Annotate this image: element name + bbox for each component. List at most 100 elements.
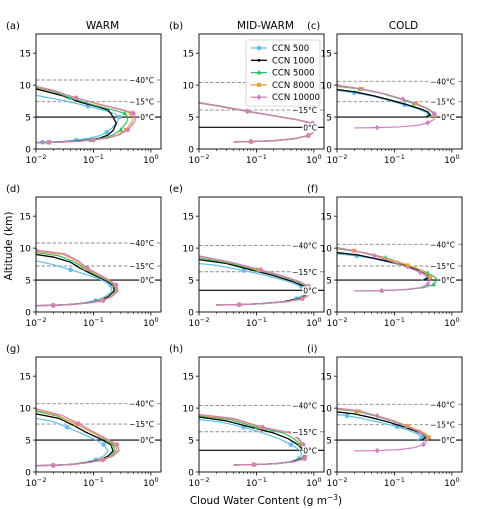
legend: CCN 500 CCN 1000 CCN 5000 CCN 8000 CCN 10000: [245, 39, 321, 107]
isotherm-label-bg: [291, 106, 318, 116]
data-point: [118, 127, 124, 132]
axes-frame: [198, 196, 325, 313]
isotherm-label: 0°C: [441, 436, 455, 445]
isotherm-label-bg: [139, 113, 155, 123]
axes-frame: [198, 356, 325, 473]
legend-entry-ccn-500: CCN 500: [251, 44, 309, 54]
data-point: [431, 281, 436, 287]
x-tick-label: 10−1: [83, 316, 104, 329]
y-tick-label: 15: [321, 372, 332, 382]
series-ccn-10000: [337, 82, 437, 131]
y-tick-label: 10: [321, 404, 333, 414]
y-tick-label: 10: [183, 244, 195, 254]
y-tick-label: 5: [188, 113, 194, 123]
x-axis-label-exponent: −3: [327, 493, 338, 502]
isotherm-label: −40°C: [129, 239, 154, 248]
isotherm-label-bg: [440, 276, 456, 286]
column-title: COLD: [389, 20, 419, 32]
series-line: [199, 419, 303, 466]
legend-entry-ccn-1000: CCN 1000: [251, 56, 315, 66]
data-point: [258, 266, 264, 273]
y-tick-label: 10: [20, 81, 32, 91]
x-tick-label: 10−1: [384, 476, 405, 489]
y-tick-label: 5: [25, 436, 31, 446]
legend-entry-ccn-5000: CCN 5000: [251, 69, 315, 79]
isotherm-label: 0°C: [303, 446, 317, 455]
data-point: [50, 302, 56, 309]
isotherm-label-bg: [302, 286, 318, 296]
isotherm-label: 0°C: [441, 276, 455, 285]
data-point: [417, 269, 423, 276]
y-tick-label: 5: [188, 436, 194, 446]
data-point: [74, 422, 79, 427]
x-tick-label: 100: [143, 476, 159, 489]
data-point: [114, 441, 120, 448]
data-point: [91, 137, 96, 143]
series-line: [337, 88, 432, 118]
data-point: [245, 108, 250, 115]
x-tick-label: 100: [444, 316, 460, 329]
legend-box: [245, 39, 321, 107]
x-tick-label: 10−2: [188, 476, 209, 489]
data-point: [104, 130, 109, 135]
series-ccn-10000: [36, 408, 120, 469]
x-tick-label: 100: [444, 153, 460, 166]
data-point: [374, 447, 380, 454]
isotherm-label: −15°C: [292, 106, 317, 115]
data-point: [241, 268, 246, 273]
isotherm-label-bg: [429, 77, 456, 87]
axes-frame: [336, 33, 463, 150]
x-tick-label: 10−1: [83, 476, 104, 489]
x-tick-label: 100: [143, 153, 159, 166]
y-tick-label: 5: [25, 276, 31, 286]
data-point: [68, 95, 73, 100]
y-tick-label: 15: [183, 49, 194, 59]
data-point: [50, 462, 56, 469]
data-point: [236, 301, 242, 308]
panel-a: −40°C −15°C 0°C 0 5 10 15 10−2 10−1 100 (a) WARM: [6, 20, 162, 166]
data-point: [101, 297, 106, 304]
y-tick-label: 0: [188, 145, 194, 155]
isotherm-label-bg: [302, 123, 318, 133]
y-tick-label: 0: [326, 308, 332, 318]
data-point: [344, 413, 350, 419]
isotherm-label: 0°C: [303, 123, 317, 132]
isotherm-label-bg: [429, 400, 456, 410]
y-tick-label: 5: [326, 113, 332, 123]
axes-frame: [336, 196, 463, 313]
panel-label: (e): [169, 184, 183, 195]
x-axis-label-main: Cloud Water Content (g m: [190, 495, 327, 507]
isotherm-label: 0°C: [303, 286, 317, 295]
isotherm-label-bg: [128, 76, 155, 85]
isotherm-label: −40°C: [292, 242, 317, 251]
isotherm-label-bg: [429, 240, 456, 250]
panel-e: −40°C −15°C 0°C 0 5 10 15 10−2 10−1 100 (e): [169, 184, 325, 329]
data-point: [356, 409, 361, 414]
isotherm-label: 0°C: [441, 113, 455, 122]
y-tick-label: 0: [326, 468, 332, 478]
isotherm-label-bg: [302, 446, 318, 456]
data-point: [254, 424, 259, 430]
isotherm-label-bg: [128, 399, 155, 409]
isotherm-label-bg: [139, 276, 155, 286]
series-ccn-5000: [199, 415, 308, 467]
isotherm-label-bg: [291, 267, 318, 277]
y-tick-label: 10: [321, 244, 333, 254]
data-point: [421, 441, 426, 448]
data-point: [288, 442, 294, 447]
y-tick-label: 10: [20, 404, 32, 414]
data-point: [301, 441, 306, 448]
y-tick-label: 5: [326, 276, 332, 286]
isotherm-label: −40°C: [129, 76, 154, 85]
isotherm-label: 0°C: [140, 276, 154, 285]
y-tick-label: 15: [321, 49, 332, 59]
data-point: [306, 132, 311, 139]
series-line: [199, 413, 309, 466]
data-point: [125, 126, 131, 133]
axes-frame: [35, 33, 162, 150]
isotherm-label: −15°C: [292, 428, 317, 437]
isotherm-label-bg: [291, 241, 318, 251]
legend-entry-ccn-10000: CCN 10000: [251, 93, 320, 103]
axes-frame: [35, 196, 162, 313]
y-tick-label: 15: [183, 212, 194, 222]
